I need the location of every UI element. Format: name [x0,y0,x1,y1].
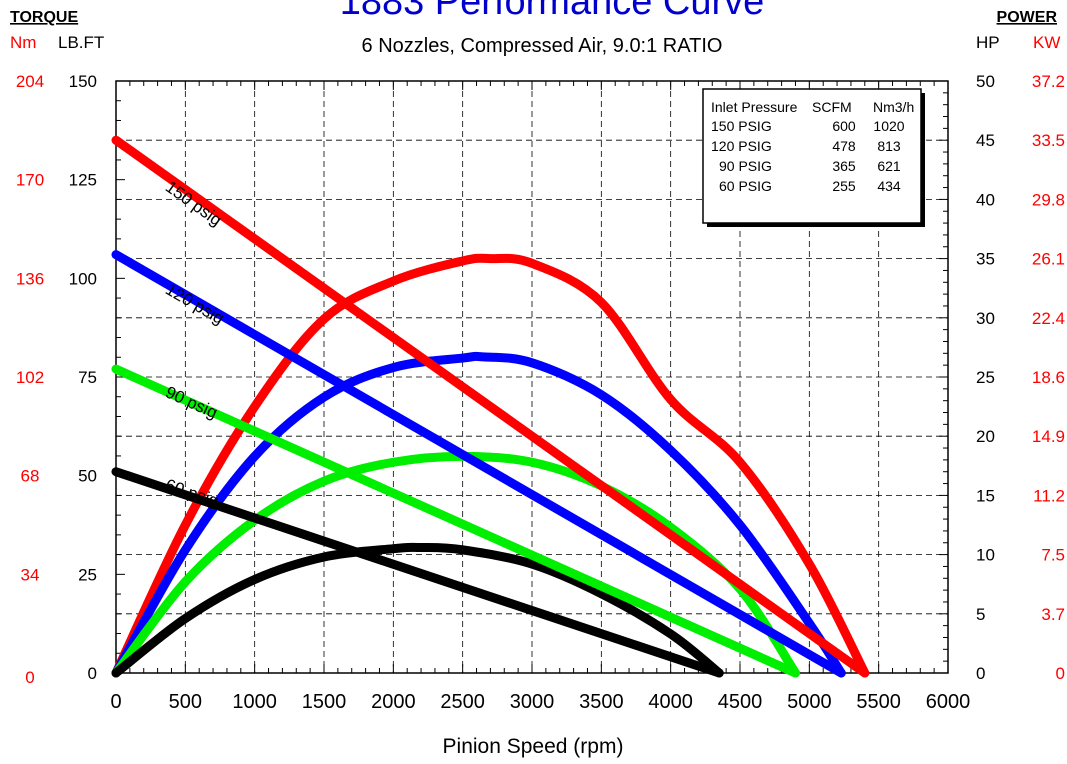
legend-cell: 150 PSIG [711,118,772,134]
right-kw-tick-label: 7.5 [1041,546,1065,565]
torque-unit-lbft: LB.FT [58,33,104,52]
right-kw-tick-label: 33.5 [1032,131,1065,150]
legend-cell: 120 PSIG [711,138,772,154]
right-hp-tick-label: 15 [976,486,995,505]
power-unit-kw: KW [1033,33,1060,52]
x-tick-label: 5000 [787,691,832,713]
x-tick-label: 2500 [440,691,485,713]
power-curve [111,542,724,678]
legend-cell: 1020 [873,118,904,134]
right-kw-tick-label: 14.9 [1032,427,1065,446]
legend-cell: 478 [832,138,856,154]
power-curve [111,351,846,678]
torque-line [111,467,724,678]
legend-cell: 621 [877,158,901,174]
x-tick-label: 1500 [302,691,347,713]
left-lbft-tick-label: 25 [78,565,97,584]
legend-header: Inlet Pressure [711,99,798,115]
left-nm-tick-label: 0 [25,668,34,687]
power-curve [111,451,800,678]
legend-cell: 600 [832,118,856,134]
x-tick-label: 4500 [718,691,763,713]
right-kw-tick-label: 37.2 [1032,72,1065,91]
right-hp-tick-label: 0 [976,664,985,683]
torque-header: TORQUE [10,9,78,26]
power-curve [111,253,870,678]
x-tick-label: 1000 [232,691,277,713]
right-kw-tick-label: 3.7 [1041,605,1065,624]
right-hp-tick-label: 40 [976,190,995,209]
x-tick-label: 5500 [856,691,901,713]
x-tick-label: 4000 [648,691,693,713]
legend-cell: 90 PSIG [719,158,772,174]
right-kw-tick-label: 0 [1056,664,1065,683]
legend-box [702,88,922,224]
x-axis-title: Pinion Speed (rpm) [443,735,624,758]
plot-frame [115,80,949,674]
torque-line [111,364,800,678]
right-kw-tick-label: 11.2 [1033,486,1065,505]
right-hp-tick-label: 35 [976,250,995,269]
right-kw-tick-label: 26.1 [1032,250,1065,269]
left-lbft-tick-label: 75 [78,368,97,387]
power-unit-hp: HP [976,33,1000,52]
x-tick-label: 0 [110,691,121,713]
left-lbft-tick-label: 50 [78,467,97,486]
x-tick-label: 2000 [371,691,416,713]
left-nm-tick-label: 136 [16,269,44,288]
legend-cell: 434 [877,178,901,194]
legend: Inlet Pressure SCFM Nm3/h 150 PSIG 600 1020 12… [702,88,925,227]
legend-cell: 365 [832,158,856,174]
curve-label: 90 psig [163,383,221,423]
chart-title: 1883 Performance Curve [340,0,765,23]
legend-cell: 813 [877,138,901,154]
curve-label: 120 psig [162,280,227,329]
power-header: POWER [997,9,1058,26]
axis-tick-labels: 0 500 1000 1500 2000 2500 3000 3500 4000 4500 5000… [16,72,1065,713]
left-nm-tick-label: 102 [16,368,44,387]
right-hp-tick-label: 45 [976,131,995,150]
legend-cell: 255 [832,178,856,194]
left-lbft-tick-label: 100 [69,269,97,288]
x-tick-label: 3500 [579,691,624,713]
x-tick-label: 3000 [510,691,555,713]
series-lines [111,135,870,678]
right-kw-tick-label: 18.6 [1032,368,1065,387]
torque-unit-nm: Nm [10,33,36,52]
left-nm-tick-label: 68 [21,467,40,486]
right-hp-tick-label: 5 [976,605,985,624]
right-kw-tick-label: 22.4 [1032,309,1065,328]
left-lbft-tick-label: 125 [69,171,97,190]
right-hp-tick-label: 10 [976,546,995,565]
legend-header: Nm3/h [873,99,914,115]
chart-subtitle: 6 Nozzles, Compressed Air, 9.0:1 RATIO [362,35,723,57]
right-hp-tick-label: 20 [976,427,995,446]
right-hp-tick-label: 25 [976,368,995,387]
torque-line [111,135,870,678]
x-tick-label: 6000 [926,691,971,713]
curve-label: 150 psig [162,177,225,230]
right-hp-tick-label: 50 [976,72,995,91]
right-hp-tick-label: 30 [976,309,995,328]
right-kw-tick-label: 29.8 [1032,190,1065,209]
left-lbft-tick-label: 0 [88,664,97,683]
torque-line [111,250,846,678]
left-lbft-tick-label: 150 [69,72,97,91]
x-tick-label: 500 [169,691,202,713]
left-nm-tick-label: 204 [16,72,44,91]
left-nm-tick-label: 170 [16,171,44,190]
left-nm-tick-label: 34 [21,565,40,584]
legend-cell: 60 PSIG [719,178,772,194]
minor-ticks [115,80,949,674]
legend-header: SCFM [812,99,852,115]
